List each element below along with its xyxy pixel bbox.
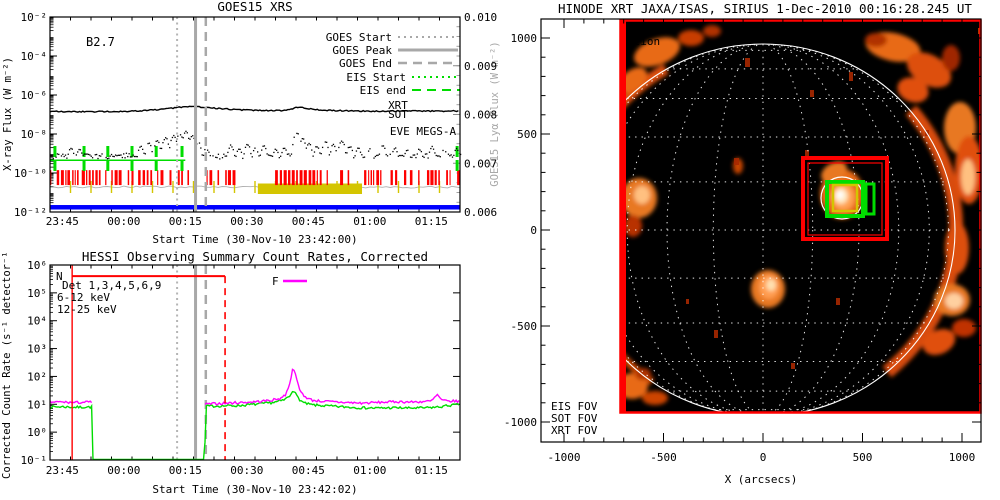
legend-label-sot: SOT	[388, 108, 408, 121]
svg-text:10⁶: 10⁶	[27, 259, 47, 272]
svg-text:0: 0	[760, 451, 767, 464]
svg-text:10⁴: 10⁴	[27, 315, 47, 328]
svg-text:-500: -500	[511, 320, 538, 333]
svg-text:-1000: -1000	[505, 416, 537, 429]
goes-legend: GOES Start GOES Peak GOES End EIS Start …	[326, 31, 460, 138]
hessi-series-label-12-25: 12-25 keV	[57, 303, 117, 316]
hessi-panel: HESSI Observing Summary Count Rates, Cor…	[1, 250, 461, 496]
fov-legend: EIS FOV SOT FOV XRT FOV	[551, 400, 598, 437]
svg-text:10⁻¹⁰: 10⁻¹⁰	[14, 167, 47, 180]
svg-text:0.008: 0.008	[464, 109, 497, 122]
svg-text:10⁻²: 10⁻²	[21, 11, 48, 24]
svg-text:10²: 10²	[27, 370, 47, 383]
svg-text:500: 500	[517, 128, 537, 141]
hessi-ylabel: Corrected Count Rate (s⁻¹ detector⁻¹)	[1, 250, 13, 479]
hessi-xlabel: Start Time (30-Nov-10 23:42:02)	[152, 483, 357, 496]
heliographic-grid	[620, 44, 955, 413]
xrt-xlabel: X (arcsecs)	[725, 473, 798, 486]
svg-text:0: 0	[530, 224, 537, 237]
svg-text:01:00: 01:00	[353, 215, 386, 228]
legend-label-eis-start: EIS Start	[346, 71, 406, 84]
hessi-plot-frame	[49, 264, 461, 461]
eis-fov-box	[825, 180, 865, 218]
xrt-fov-box	[801, 156, 889, 241]
legend-label-goes-end: GOES End	[339, 57, 392, 70]
svg-text:0.009: 0.009	[464, 60, 497, 73]
svg-text:23:45: 23:45	[46, 464, 79, 477]
legend-label-xrt: XRT	[388, 99, 408, 112]
goes-flare-class: B2.7	[86, 35, 115, 49]
fov-legend-sot: SOT FOV	[551, 412, 598, 425]
svg-text:-1000: -1000	[547, 451, 580, 464]
svg-text:10³: 10³	[27, 343, 47, 356]
svg-text:23:45: 23:45	[46, 215, 79, 228]
legend-label-goes-peak: GOES Peak	[332, 44, 392, 57]
svg-text:01:00: 01:00	[353, 464, 386, 477]
svg-text:10⁻⁸: 10⁻⁸	[21, 128, 48, 141]
goes-plot-content: 23:45 00:00 00:15 00:30 00:45 01:00 01:15 10⁻² 1…	[14, 11, 497, 228]
svg-text:-500: -500	[650, 451, 677, 464]
svg-text:500: 500	[853, 451, 873, 464]
svg-text:00:15: 00:15	[169, 215, 202, 228]
xrt-corner-text: ation	[627, 35, 660, 48]
hessi-detectors-label: Det 1,3,4,5,6,9	[62, 279, 161, 292]
solar-limb-circle	[620, 43, 956, 413]
legend-label-eve-megs-a: EVE MEGS-A	[390, 125, 457, 138]
xrt-solar-image: ation	[620, 20, 981, 413]
svg-text:00:30: 00:30	[230, 215, 263, 228]
eis-fov-box-slit	[864, 182, 876, 216]
xrt-image-panel: HINODE XRT JAXA/ISAS, SIRIUS 1-Dec-2010 …	[505, 1, 982, 486]
svg-text:00:30: 00:30	[230, 464, 263, 477]
goes-xlabel: Start Time (30-Nov-10 23:42:00)	[152, 233, 357, 246]
svg-text:10⁻⁶: 10⁻⁶	[21, 89, 48, 102]
svg-text:1000: 1000	[511, 32, 538, 45]
fov-legend-eis: EIS FOV	[551, 400, 598, 413]
goes-xrs-panel: GOES15 XRS B2.7 X-ray Flux (W m⁻²) GOES1…	[2, 0, 501, 246]
svg-text:01:15: 01:15	[415, 215, 448, 228]
goes-ylabel: X-ray Flux (W m⁻²)	[2, 57, 14, 171]
svg-text:00:00: 00:00	[107, 215, 140, 228]
svg-text:0.010: 0.010	[464, 11, 497, 24]
svg-text:0.006: 0.006	[464, 206, 497, 219]
xrt-plot-frame	[540, 18, 982, 443]
svg-text:10⁻⁴: 10⁻⁴	[21, 50, 48, 63]
xrt-title: HINODE XRT JAXA/ISAS, SIRIUS 1-Dec-2010 …	[558, 1, 972, 16]
image-border-left-band	[620, 20, 626, 413]
hessi-title: HESSI Observing Summary Count Rates, Cor…	[82, 250, 428, 264]
fov-overlays	[801, 156, 889, 241]
xrt-axes-ticks: -1000 -500 0 500 1000 1000 500 0 -500 -1000	[505, 19, 981, 464]
legend-label-goes-start: GOES Start	[326, 31, 392, 44]
hessi-series-label-6-12: 6-12 keV	[57, 291, 110, 304]
hessi-flare-flag: F	[272, 275, 279, 288]
svg-text:00:45: 00:45	[292, 464, 325, 477]
svg-text:10⁻¹²: 10⁻¹²	[14, 206, 47, 219]
goes-right-ylabel: GOES15 Lyα Flux (W m⁻²)	[489, 41, 501, 186]
sot-fov-box	[831, 183, 859, 213]
fov-legend-xrt: XRT FOV	[551, 424, 598, 437]
goes-plot-frame	[49, 16, 461, 213]
legend-label-eis-end: EIS end	[360, 84, 406, 97]
svg-text:10¹: 10¹	[27, 398, 47, 411]
svg-text:00:45: 00:45	[292, 215, 325, 228]
svg-text:10⁰: 10⁰	[27, 426, 47, 439]
svg-text:1000: 1000	[949, 451, 976, 464]
svg-text:10⁻¹: 10⁻¹	[21, 454, 48, 467]
hessi-plot-content: 23:45 00:00 00:15 00:30 00:45 01:00 01:15 10⁶ 10…	[21, 259, 461, 477]
svg-text:10⁵: 10⁵	[27, 287, 47, 300]
svg-text:00:15: 00:15	[169, 464, 202, 477]
goes-title: GOES15 XRS	[217, 0, 292, 14]
svg-text:0.007: 0.007	[464, 157, 497, 170]
hessi-night-flag: N	[56, 270, 63, 283]
xrt-fov-box-inner	[807, 162, 883, 236]
svg-text:00:00: 00:00	[107, 464, 140, 477]
hessi-legend: N Det 1,3,4,5,6,9 6-12 keV 12-25 keV F	[56, 270, 307, 316]
svg-text:01:15: 01:15	[415, 464, 448, 477]
